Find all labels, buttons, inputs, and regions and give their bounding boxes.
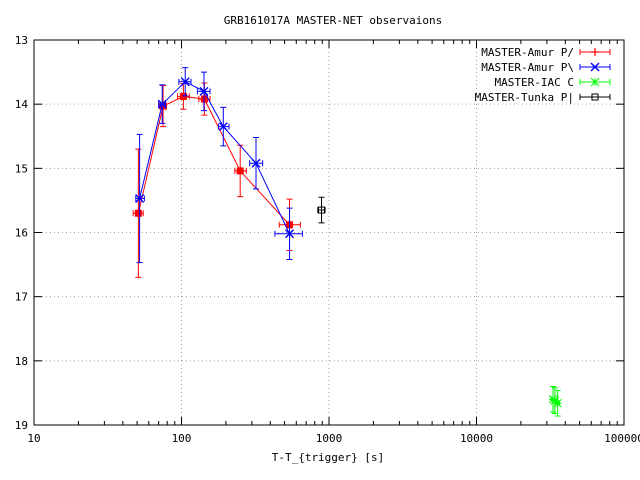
grid	[34, 40, 624, 425]
y-tick-label: 16	[15, 227, 28, 240]
x-axis-label: T-T_{trigger} [s]	[272, 451, 385, 464]
data-point	[553, 389, 563, 417]
data-point	[196, 71, 211, 112]
y-tick-label: 13	[15, 34, 28, 47]
legend-marker	[590, 77, 600, 87]
legend-label: MASTER-IAC C	[495, 76, 574, 89]
point-marker	[199, 86, 209, 96]
point-marker	[180, 77, 190, 87]
x-tick-label: 1000	[316, 432, 343, 445]
x-tick-label: 100000	[604, 432, 640, 445]
y-tick-label: 19	[15, 419, 28, 432]
legend-bar-cap	[579, 79, 611, 85]
data-point	[178, 67, 192, 97]
series-0	[132, 82, 301, 278]
legend-marker	[591, 48, 599, 56]
data-point	[217, 106, 230, 147]
y-tick-label: 17	[15, 291, 28, 304]
point-marker	[251, 158, 261, 168]
series-2	[548, 386, 563, 417]
point-marker	[285, 229, 295, 239]
x-tick-label: 100	[172, 432, 192, 445]
data-point	[159, 85, 168, 128]
chart-title: GRB161017A MASTER-NET observaions	[224, 14, 443, 27]
data-point	[317, 196, 326, 224]
legend-marker	[591, 93, 599, 101]
legend-bar-cap	[579, 49, 611, 55]
legend: MASTER-Amur P/MASTER-Amur P\ MASTER-IAC C…	[475, 46, 611, 104]
point-marker	[134, 209, 143, 218]
point-marker	[157, 99, 167, 109]
y-tick-label: 18	[15, 355, 28, 368]
series-1	[135, 67, 303, 264]
legend-marker	[590, 62, 600, 72]
data-point	[135, 133, 145, 264]
legend-label: MASTER-Tunka P|	[475, 91, 574, 104]
legend-item: MASTER-Amur P/	[481, 46, 611, 59]
legend-bar-cap	[579, 94, 611, 100]
data-point	[274, 207, 303, 260]
legend-bar-cap	[579, 64, 611, 70]
point-marker	[553, 398, 563, 408]
legend-label: MASTER-Amur P\	[481, 61, 574, 74]
point-marker	[218, 122, 228, 132]
series-line	[137, 95, 290, 226]
x-tick-label: 10	[27, 432, 40, 445]
point-marker	[318, 206, 326, 214]
point-marker	[135, 193, 145, 203]
y-tick-label: 15	[15, 162, 28, 175]
y-error-bar	[318, 196, 325, 224]
series-3	[317, 196, 326, 224]
axes: 10 100 1000 10000 100000 13 14 15 16 17 18 19	[15, 34, 640, 445]
legend-item: MASTER-Tunka P|	[475, 91, 611, 104]
point-marker	[179, 92, 188, 101]
data-point	[234, 144, 247, 198]
x-tick-label: 10000	[460, 432, 493, 445]
legend-label: MASTER-Amur P/	[481, 46, 574, 59]
y-tick-label: 14	[15, 98, 29, 111]
data-point	[249, 137, 264, 190]
data-point	[132, 148, 144, 278]
series-layer	[132, 67, 563, 417]
point-marker	[236, 166, 245, 175]
legend-item: MASTER-IAC C	[495, 76, 611, 89]
data-point	[157, 84, 167, 124]
legend-item: MASTER-Amur P\	[481, 61, 611, 74]
